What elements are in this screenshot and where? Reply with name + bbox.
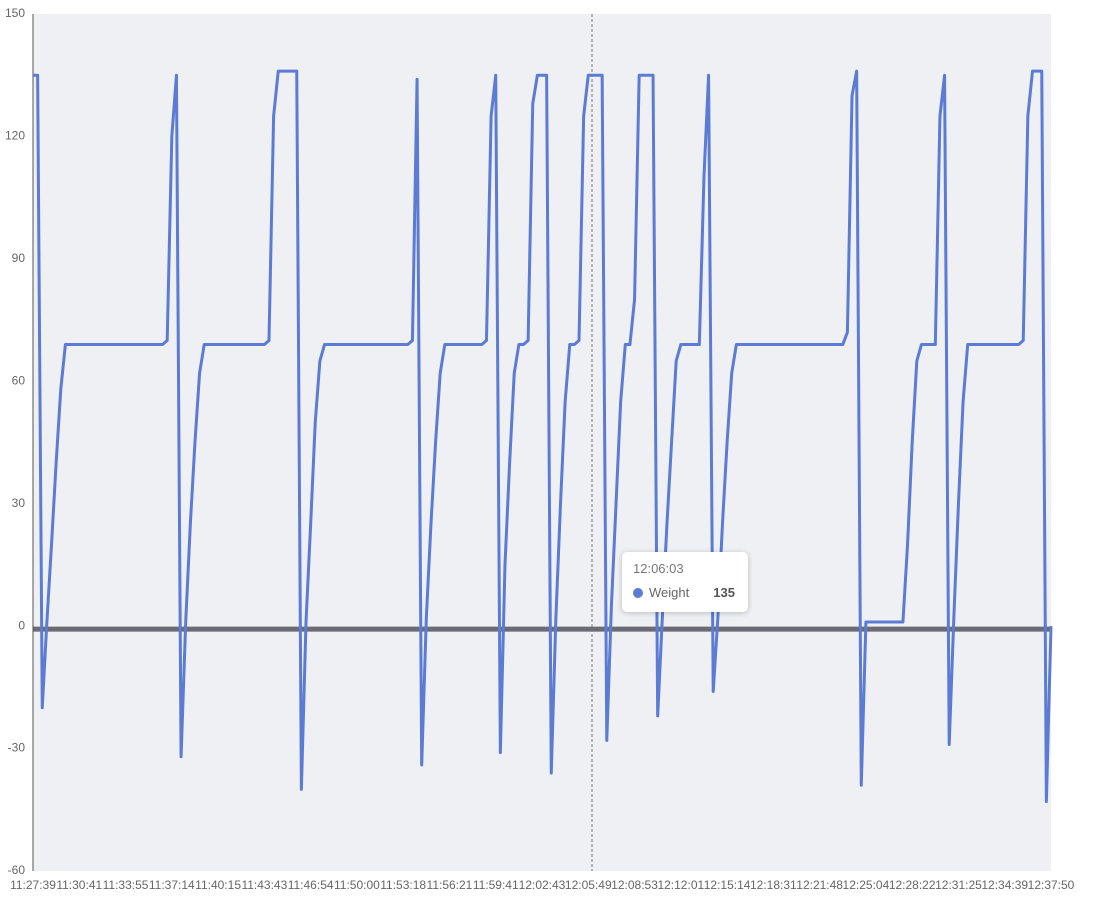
x-tick-label: 12:25:04 (843, 878, 890, 892)
x-tick-label: 12:21:48 (796, 878, 843, 892)
x-tick-label: 11:33:55 (103, 878, 149, 892)
y-tick-label: 60 (12, 373, 26, 387)
y-tick-label: -60 (8, 863, 26, 877)
y-tick-label: 30 (12, 496, 26, 510)
y-tick-label: 90 (12, 251, 26, 265)
x-tick-label: 12:15:14 (704, 878, 751, 892)
tooltip-row: Weight 135 (633, 585, 737, 600)
y-tick-label: 120 (5, 129, 25, 143)
x-tick-label: 11:37:14 (149, 878, 195, 892)
x-tick-label: 11:30:41 (56, 878, 102, 892)
x-tick-label: 11:46:54 (288, 878, 334, 892)
x-tick-label: 11:27:39 (10, 878, 56, 892)
tooltip: 12:06:03 Weight 135 (622, 552, 748, 612)
x-tick-label: 12:34:39 (981, 878, 1028, 892)
tooltip-value: 135 (713, 585, 735, 600)
y-tick-label: 0 (18, 618, 25, 632)
tooltip-marker (633, 587, 643, 598)
x-tick-label: 12:08:53 (611, 878, 658, 892)
x-tick-label: 11:53:18 (380, 878, 426, 892)
x-tick-label: 12:31:25 (935, 878, 982, 892)
series-line (33, 69, 1053, 804)
x-tick-label: 12:28:22 (889, 878, 936, 892)
x-tick-label: 11:59:41 (473, 878, 519, 892)
tooltip-time: 12:06:03 (633, 561, 684, 576)
x-tick-label: 11:56:21 (427, 878, 473, 892)
x-tick-label: 12:12:01 (657, 878, 704, 892)
x-tick-label: 12:02:43 (519, 878, 566, 892)
x-tick-label: 11:50:00 (334, 878, 380, 892)
y-tick-label: 150 (5, 6, 25, 20)
x-tick-label: 11:40:15 (195, 878, 241, 892)
plot-background (33, 14, 1051, 871)
tooltip-series: Weight (649, 585, 690, 600)
x-tick-label: 12:37:50 (1028, 878, 1075, 892)
y-tick-label: -30 (8, 741, 26, 755)
x-tick-label: 12:18:31 (750, 878, 797, 892)
x-tick-label: 12:05:49 (565, 878, 612, 892)
x-tick-label: 11:43:43 (241, 878, 287, 892)
